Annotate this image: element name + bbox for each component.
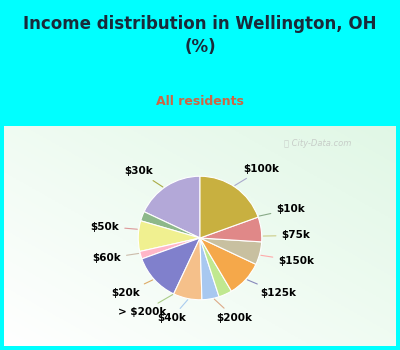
Wedge shape (141, 212, 200, 238)
Text: $100k: $100k (235, 164, 280, 186)
Text: $50k: $50k (90, 222, 137, 231)
Wedge shape (174, 238, 202, 300)
Text: $20k: $20k (111, 280, 153, 298)
Wedge shape (200, 217, 262, 242)
Wedge shape (142, 238, 200, 294)
Text: ⓘ City-Data.com: ⓘ City-Data.com (284, 139, 351, 148)
Text: $150k: $150k (261, 255, 314, 266)
Text: $40k: $40k (157, 300, 188, 323)
Text: $75k: $75k (263, 230, 310, 240)
Text: All residents: All residents (156, 94, 244, 107)
Text: > $200k: > $200k (118, 295, 173, 317)
Text: Income distribution in Wellington, OH
(%): Income distribution in Wellington, OH (%… (23, 15, 377, 56)
Text: $30k: $30k (124, 166, 163, 187)
Wedge shape (200, 238, 262, 264)
Wedge shape (144, 176, 200, 238)
Wedge shape (200, 238, 219, 300)
Wedge shape (140, 238, 200, 259)
Wedge shape (200, 238, 256, 291)
Text: $10k: $10k (259, 204, 305, 216)
Text: $60k: $60k (92, 253, 139, 263)
Text: $200k: $200k (214, 299, 252, 323)
Wedge shape (200, 176, 258, 238)
Wedge shape (200, 238, 232, 297)
Wedge shape (138, 221, 200, 251)
Text: $125k: $125k (247, 280, 296, 298)
